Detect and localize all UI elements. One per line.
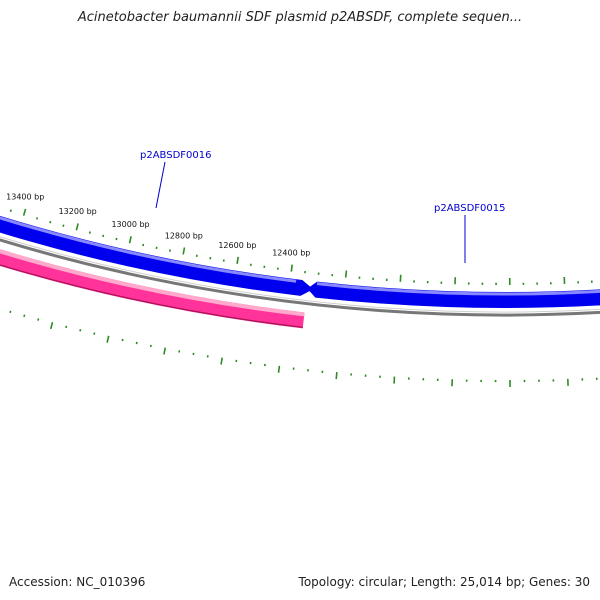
plasmid-backbone bbox=[0, 238, 600, 317]
inner-tick-track bbox=[9, 310, 598, 387]
scale-label: 13400 bp bbox=[6, 193, 44, 202]
minor-tick bbox=[65, 325, 68, 329]
major-tick bbox=[49, 321, 54, 330]
minor-tick bbox=[102, 234, 105, 238]
major-tick bbox=[163, 347, 167, 355]
gene-label-p2ABSDF0015[interactable]: p2ABSDF0015 bbox=[434, 203, 505, 214]
gene-label-leader bbox=[155, 161, 166, 209]
major-tick bbox=[220, 357, 223, 365]
scale-labels: 14200 bp14000 bp13800 bp13600 bp13400 bp… bbox=[6, 193, 310, 258]
minor-tick bbox=[37, 318, 40, 321]
major-tick bbox=[236, 256, 239, 264]
minor-tick bbox=[88, 231, 91, 234]
gene-label-p2ABSDF0016[interactable]: p2ABSDF0016 bbox=[140, 150, 211, 161]
major-tick bbox=[290, 264, 293, 272]
major-tick bbox=[106, 335, 110, 343]
scale-label: 13000 bp bbox=[111, 220, 149, 229]
major-tick bbox=[182, 247, 186, 255]
gene-p2ABSDF0016-edge bbox=[0, 264, 303, 328]
major-tick bbox=[344, 270, 348, 278]
summary-text: Topology: circular; Length: 25,014 bp; G… bbox=[298, 575, 590, 589]
map-title: Acinetobacter baumannii SDF plasmid p2AB… bbox=[77, 10, 523, 25]
minor-tick bbox=[115, 237, 118, 241]
minor-tick bbox=[9, 310, 12, 314]
major-tick bbox=[277, 365, 281, 373]
minor-tick bbox=[93, 332, 96, 335]
gene-p2ABSDF0014-arrow[interactable] bbox=[0, 132, 314, 296]
gene-p2ABSDF0014-highlight bbox=[0, 216, 297, 283]
minor-tick bbox=[49, 220, 52, 224]
major-tick bbox=[335, 372, 338, 380]
major-tick bbox=[75, 223, 79, 231]
plasmid-backbone-highlight bbox=[0, 236, 600, 313]
scale-label: 12600 bp bbox=[218, 241, 256, 250]
minor-tick bbox=[35, 217, 39, 220]
minor-tick bbox=[23, 314, 26, 318]
minor-tick bbox=[79, 329, 82, 332]
accession-text: Accession: NC_010396 bbox=[9, 575, 146, 589]
gene-p2ABSDF0015-highlight bbox=[316, 282, 600, 296]
scale-label: 12800 bp bbox=[165, 231, 203, 240]
minor-tick bbox=[62, 224, 65, 227]
major-tick bbox=[128, 236, 132, 244]
gene-p2ABSDF0016-highlight bbox=[0, 249, 305, 317]
major-tick bbox=[22, 208, 27, 216]
outer-tick-track bbox=[9, 208, 593, 285]
gene-labels: p2ABSDF0016 p2ABSDF0015 bbox=[140, 150, 505, 263]
scale-label: 12400 bp bbox=[272, 249, 310, 258]
minor-tick bbox=[9, 209, 12, 212]
scale-label: 13200 bp bbox=[59, 207, 97, 216]
